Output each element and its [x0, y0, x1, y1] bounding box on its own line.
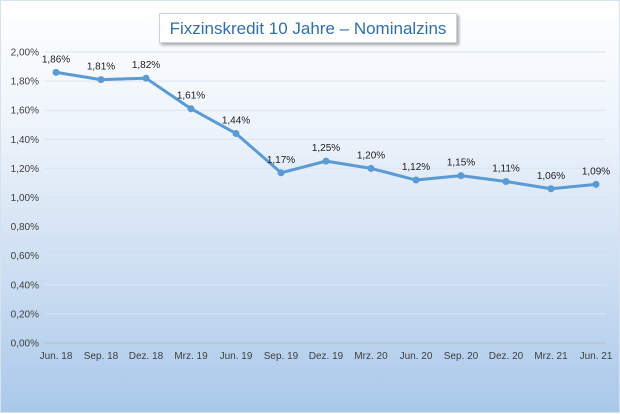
data-label: 1,61%: [177, 91, 205, 102]
x-tick-label: Mrz. 19: [174, 351, 208, 362]
x-tick-label: Sep. 18: [84, 351, 119, 362]
x-tick-label: Jun. 21: [580, 351, 613, 362]
x-tick-label: Dez. 20: [489, 351, 524, 362]
y-tick-label: 2,00%: [11, 48, 39, 59]
x-tick-label: Mrz. 21: [534, 351, 568, 362]
data-point: [502, 177, 510, 185]
x-tick-label: Jun. 20: [400, 351, 433, 362]
data-label: 1,17%: [267, 155, 295, 166]
data-label: 1,86%: [42, 54, 70, 65]
y-tick-label: 1,20%: [11, 164, 39, 175]
data-label: 1,06%: [537, 171, 565, 182]
x-tick-label: Dez. 19: [309, 351, 344, 362]
data-point: [322, 157, 330, 165]
y-tick-label: 0,40%: [11, 280, 39, 291]
data-label: 1,81%: [87, 62, 115, 73]
data-point: [367, 164, 375, 172]
data-label: 1,12%: [402, 162, 430, 173]
y-tick-label: 1,60%: [11, 106, 39, 117]
data-point: [187, 105, 195, 113]
data-point: [232, 129, 240, 137]
data-label: 1,44%: [222, 115, 250, 126]
y-tick-label: 0,80%: [11, 222, 39, 233]
y-tick-label: 0,20%: [11, 309, 39, 320]
x-tick-label: Jun. 18: [40, 351, 73, 362]
data-point: [592, 180, 600, 188]
data-point: [142, 74, 150, 82]
x-tick-label: Jun. 19: [220, 351, 253, 362]
data-label: 1,25%: [312, 143, 340, 154]
y-tick-label: 1,40%: [11, 135, 39, 146]
data-point: [547, 185, 555, 193]
y-tick-label: 0,60%: [11, 251, 39, 262]
y-tick-label: 0,00%: [11, 339, 39, 350]
data-label: 1,15%: [447, 158, 475, 169]
data-label: 1,11%: [492, 163, 520, 174]
x-tick-label: Dez. 18: [129, 351, 164, 362]
data-point: [457, 172, 465, 180]
data-point: [277, 169, 285, 177]
x-tick-label: Sep. 19: [264, 351, 299, 362]
data-point: [97, 76, 105, 84]
data-label: 1,09%: [582, 166, 610, 177]
data-point: [412, 176, 420, 184]
data-point: [52, 68, 60, 76]
x-tick-label: Sep. 20: [444, 351, 479, 362]
x-tick-label: Mrz. 20: [354, 351, 388, 362]
y-tick-label: 1,80%: [11, 77, 39, 88]
data-label: 1,82%: [132, 60, 160, 71]
data-label: 1,20%: [357, 150, 385, 161]
chart-title: Fixzinskredit 10 Jahre – Nominalzins: [159, 13, 457, 43]
y-tick-label: 1,00%: [11, 193, 39, 204]
